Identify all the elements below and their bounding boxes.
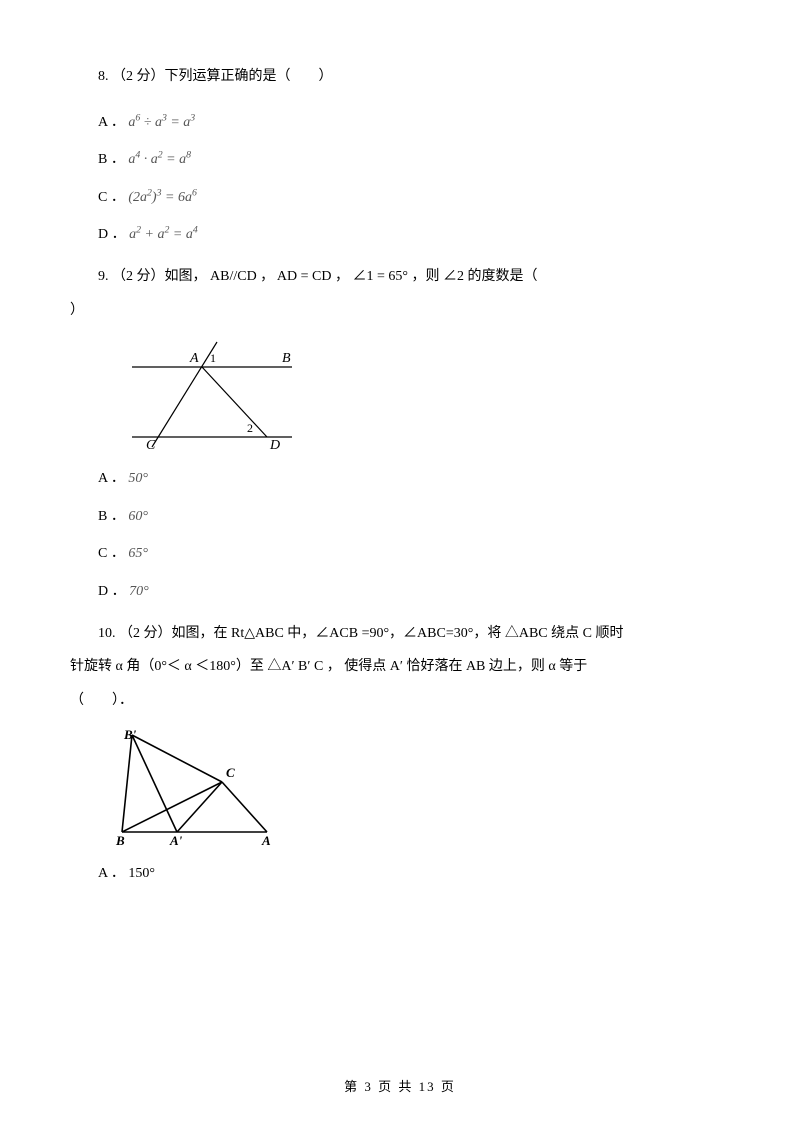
- q9-option-c: C ． 65°: [70, 537, 730, 571]
- q10-label-B: B: [115, 833, 125, 847]
- q8-d-label: D ．: [98, 227, 126, 242]
- question-9: 9. （2 分）如图， AB//CD ， AD = CD ， ∠1 = 65° …: [70, 260, 730, 609]
- q8-option-d: D ． a2 + a2 = a4: [70, 218, 730, 252]
- q9-option-a: A ． 50°: [70, 462, 730, 496]
- q9-stem-pre: 9. （2 分）如图， AB//CD ， AD = CD ， ∠1 = 65° …: [98, 269, 537, 284]
- q10-diagram: B B' C A A': [112, 727, 730, 847]
- q9-d-math: 70°: [129, 584, 149, 599]
- q9-blank: [537, 269, 551, 284]
- q9-label-1: 1: [210, 351, 216, 365]
- q8-b-math: a4 · a2 = a8: [128, 152, 191, 167]
- q8-stem-post: ）: [319, 69, 333, 84]
- page-footer: 第 3 页 共 13 页: [0, 1071, 800, 1102]
- q8-d-math: a2 + a2 = a4: [129, 227, 198, 242]
- q9-a-label: A ．: [98, 471, 125, 486]
- q9-a-math: 50°: [128, 471, 148, 486]
- q9-c-label: C ．: [98, 546, 125, 561]
- q9-label-B: B: [282, 351, 291, 366]
- q9-label-A: A: [189, 351, 199, 366]
- q8-option-b: B ． a4 · a2 = a8: [70, 143, 730, 177]
- q8-b-label: B ．: [98, 152, 125, 167]
- q10-a-label: A ．: [98, 866, 125, 881]
- q9-b-label: B ．: [98, 509, 125, 524]
- q9-d-label: D ．: [98, 584, 126, 599]
- q10-line1: 10. （2 分）如图，在 Rt△ABC 中，∠ACB =90°，∠ABC=30…: [70, 617, 730, 651]
- q10-blank: [84, 693, 112, 708]
- q9-b-math: 60°: [128, 509, 148, 524]
- q10-option-a: A ． 150°: [70, 857, 730, 891]
- q10-label-C: C: [226, 765, 235, 780]
- q10-label-Ap: A': [169, 833, 183, 847]
- q8-option-c: C ． (2a2)3 = 6a6: [70, 181, 730, 215]
- q9-label-D: D: [269, 438, 280, 452]
- q10-line3: （ ）．: [70, 684, 730, 718]
- q9-label-C: C: [146, 438, 156, 452]
- q10-svg: B B' C A A': [112, 727, 282, 847]
- q8-stem-pre: 8. （2 分）下列运算正确的是（: [98, 69, 291, 84]
- q8-c-label: C ．: [98, 190, 125, 205]
- q8-blank: [291, 69, 319, 84]
- q10-open: （: [70, 693, 84, 708]
- q8-a-label: A ．: [98, 115, 125, 130]
- q9-option-d: D ． 70°: [70, 575, 730, 609]
- q10-a-text: 150°: [125, 866, 155, 881]
- q9-option-b: B ． 60°: [70, 500, 730, 534]
- q9-c-math: 65°: [128, 546, 148, 561]
- q10-label-Bp: B': [123, 727, 137, 742]
- q9-stem-post: ）: [70, 303, 84, 318]
- q10-close: ）．: [112, 693, 133, 708]
- q9-svg: A B C D 1 2: [112, 337, 312, 452]
- question-10: 10. （2 分）如图，在 Rt△ABC 中，∠ACB =90°，∠ABC=30…: [70, 617, 730, 891]
- q8-a-math: a6 ÷ a3 = a3: [128, 115, 195, 130]
- q9-stem: 9. （2 分）如图， AB//CD ， AD = CD ， ∠1 = 65° …: [70, 260, 730, 294]
- q10-label-A: A: [261, 833, 271, 847]
- q8-stem: 8. （2 分）下列运算正确的是（ ）: [70, 60, 730, 94]
- q10-line2: 针旋转 α 角（0°＜ α ＜180°）至 △A′ B′ C ， 使得点 A′ …: [70, 650, 730, 684]
- q9-diagram: A B C D 1 2: [112, 337, 730, 452]
- q8-option-a: A ． a6 ÷ a3 = a3: [70, 106, 730, 140]
- q8-c-math: (2a2)3 = 6a6: [128, 190, 197, 205]
- q9-stem-line2: ）: [70, 294, 730, 328]
- question-8: 8. （2 分）下列运算正确的是（ ） A ． a6 ÷ a3 = a3 B ．…: [70, 60, 730, 252]
- q9-label-2: 2: [247, 421, 253, 435]
